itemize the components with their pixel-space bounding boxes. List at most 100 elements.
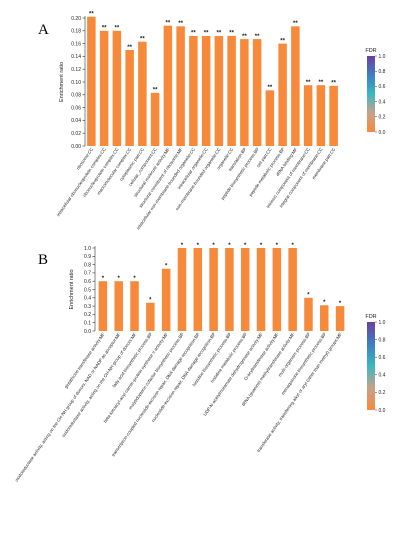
- y-tick-label: 0.2: [84, 312, 91, 318]
- significance-mark: *: [212, 243, 215, 249]
- legend-tick-label: 0.2: [379, 115, 386, 121]
- significance-mark: **: [191, 31, 196, 37]
- bar: [227, 35, 236, 146]
- y-axis-title: Enrichment ratio: [59, 62, 65, 102]
- y-tick-label: 0.5: [84, 287, 91, 293]
- legend-tick-label: 0.6: [379, 84, 386, 90]
- panel-label: B: [38, 252, 48, 268]
- significance-mark: **: [229, 31, 234, 37]
- legend-tick-label: 0.8: [379, 69, 386, 75]
- significance-mark: **: [217, 31, 222, 37]
- significance-mark: *: [133, 276, 136, 282]
- y-axis-title: Enrichment ratio: [69, 269, 75, 309]
- bar: [163, 25, 173, 146]
- legend-tick-label: 1.0: [379, 54, 386, 60]
- significance-mark: *: [323, 300, 326, 306]
- panel-label: A: [38, 22, 49, 38]
- y-tick-label: 0.14: [71, 54, 81, 60]
- y-tick-label: 0.8: [84, 262, 91, 268]
- significance-mark: *: [102, 276, 105, 282]
- significance-mark: **: [153, 88, 158, 94]
- y-tick-label: 0.06: [71, 105, 81, 111]
- y-tick-label: 0.6: [84, 279, 91, 285]
- bar: [138, 41, 147, 146]
- significance-mark: **: [293, 21, 298, 27]
- bar: [146, 302, 155, 331]
- bar: [161, 268, 171, 331]
- bar: [272, 248, 282, 331]
- significance-mark: *: [307, 293, 310, 299]
- legend-tick-label: 0.0: [379, 408, 386, 414]
- legend-tick-label: 0.2: [379, 390, 386, 396]
- significance-mark: *: [181, 243, 184, 249]
- bar: [99, 30, 109, 146]
- legend-tick-label: 0.4: [379, 99, 386, 105]
- bar: [209, 248, 218, 331]
- y-tick-label: 0.02: [71, 131, 81, 137]
- bar: [176, 26, 185, 146]
- significance-mark: **: [127, 45, 132, 51]
- category-label: oxidoreductase activity, acting on the C…: [14, 331, 122, 482]
- significance-mark: *: [118, 276, 121, 282]
- bar: [320, 305, 329, 331]
- category-label: oxidoreductase activity, acting on the C…: [61, 331, 138, 438]
- legend-colorbar: [367, 322, 375, 410]
- bar: [98, 281, 108, 331]
- bar: [193, 248, 203, 331]
- bar: [303, 85, 313, 146]
- bar: [291, 26, 300, 146]
- significance-mark: **: [166, 20, 171, 26]
- bar: [130, 281, 139, 331]
- y-tick-label: 0.04: [71, 118, 81, 124]
- legend-tick-label: 0.6: [379, 355, 386, 361]
- bar: [252, 39, 262, 147]
- bar: [288, 248, 297, 331]
- bar: [256, 248, 266, 331]
- category-label: UDP-N-acetylmuramate dehydrogenase activ…: [202, 331, 264, 416]
- bar: [335, 306, 345, 331]
- y-tick-label: 0.16: [71, 41, 81, 47]
- significance-mark: **: [306, 80, 311, 86]
- significance-mark: **: [178, 21, 183, 27]
- bar: [112, 30, 122, 146]
- significance-mark: **: [242, 34, 247, 40]
- y-tick-label: 0.10: [71, 80, 81, 86]
- significance-mark: *: [244, 243, 247, 249]
- significance-mark: **: [331, 81, 336, 87]
- y-tick-label: 0.0: [84, 329, 91, 335]
- bar: [189, 35, 198, 146]
- y-tick-label: 0.7: [84, 271, 91, 277]
- legend-tick-label: 0.4: [379, 373, 386, 379]
- y-tick-label: 0.3: [84, 304, 91, 310]
- significance-mark: **: [280, 38, 285, 44]
- bar: [87, 16, 96, 146]
- bar: [150, 92, 160, 146]
- significance-mark: **: [319, 80, 324, 86]
- y-tick-label: 0.00: [71, 144, 81, 150]
- significance-mark: *: [165, 264, 168, 270]
- significance-mark: **: [115, 26, 120, 32]
- bar: [240, 39, 249, 147]
- significance-mark: *: [276, 243, 279, 249]
- panel-b-chart: B 0.0 0.1 0.2 0.3 0.4 0.5 0.6 0.7 0.8 0.9 1.0 Enrich…: [14, 243, 386, 483]
- bar: [265, 90, 275, 146]
- significance-mark: **: [89, 12, 94, 18]
- category-label: intracellular ribonucleoprotein complex:…: [56, 147, 107, 217]
- bar: [329, 85, 338, 146]
- y-tick-label: 0.18: [71, 29, 81, 35]
- bar: [225, 248, 234, 331]
- panel-a-chart: A 0.00 0.02 0.04 0.06 0.08 0.10 0.12 0.14 0.16 0.1…: [38, 12, 386, 231]
- y-tick-label: 1.0: [84, 246, 91, 252]
- significance-mark: *: [291, 243, 294, 249]
- significance-mark: *: [339, 301, 342, 307]
- legend-title: FDR: [365, 314, 376, 320]
- legend-title: FDR: [365, 48, 376, 54]
- significance-mark: **: [102, 26, 107, 32]
- bar: [201, 35, 211, 146]
- bar: [177, 248, 187, 331]
- significance-mark: **: [204, 31, 209, 37]
- significance-mark: **: [140, 36, 145, 42]
- bar: [125, 50, 134, 146]
- significance-mark: **: [255, 34, 260, 40]
